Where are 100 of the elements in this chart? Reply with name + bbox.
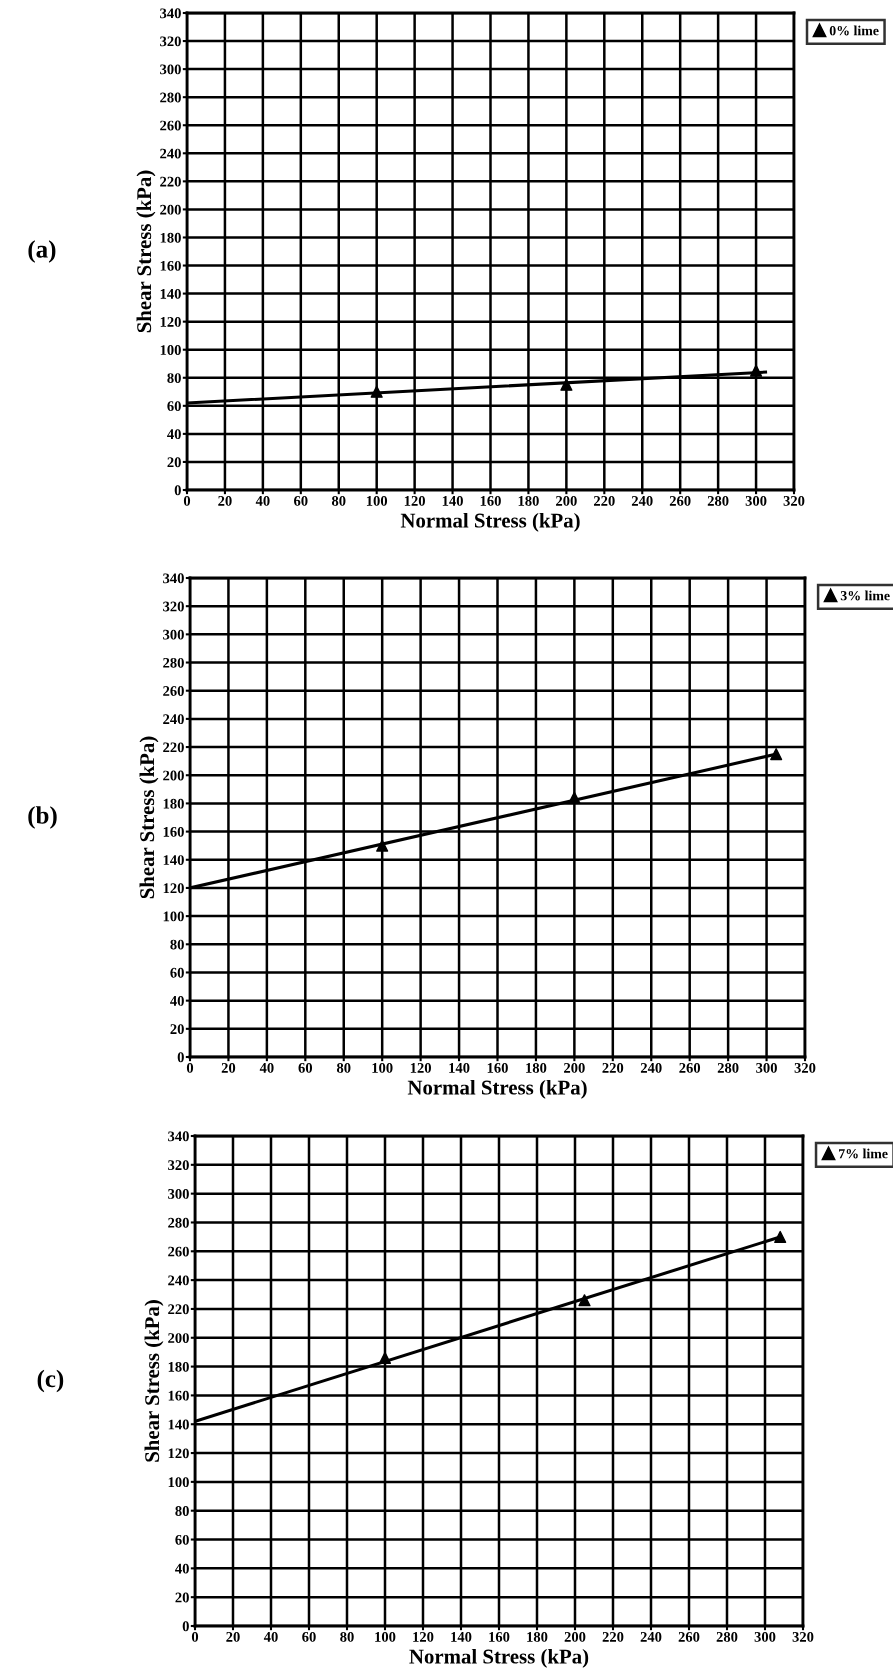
x-tick-label: 260	[678, 1631, 700, 1642]
y-tick-label: 20	[170, 1024, 184, 1035]
x-tick-label: 20	[221, 1062, 236, 1073]
y-tick-label: 160	[160, 260, 181, 271]
y-tick-label: 0	[182, 1621, 189, 1632]
x-tick-label: 240	[631, 495, 653, 506]
x-tick-label: 60	[302, 1631, 316, 1642]
x-tick-label: 280	[707, 495, 729, 506]
x-tick-label: 180	[518, 495, 539, 506]
x-tick-label: 160	[480, 495, 501, 506]
y-tick-label: 260	[160, 120, 181, 131]
legend-label: 0% lime	[829, 25, 879, 36]
y-tick-label: 320	[163, 601, 184, 612]
y-tick-label: 340	[160, 8, 181, 19]
x-tick-label: 220	[602, 1062, 624, 1073]
x-tick-label: 240	[640, 1631, 662, 1642]
x-tick-label: 200	[556, 495, 577, 506]
x-tick-label: 220	[593, 495, 615, 506]
x-tick-label: 80	[331, 495, 346, 506]
x-tick-label: 160	[489, 1631, 510, 1642]
y-axis-title: Shear Stress (kPa)	[136, 170, 156, 333]
text: (b)	[28, 806, 57, 829]
y-tick-label: 20	[167, 457, 181, 468]
y-tick-label: 100	[163, 911, 184, 922]
x-tick-label: 60	[294, 495, 308, 506]
y-tick-label: 120	[163, 883, 184, 894]
y-tick-label: 140	[168, 1419, 189, 1430]
text: (a)	[28, 240, 56, 263]
legend-label: 3% lime	[840, 590, 890, 601]
y-tick-label: 0	[177, 1052, 184, 1063]
y-tick-label: 40	[167, 429, 181, 440]
x-tick-label: 160	[487, 1062, 508, 1073]
point	[774, 1230, 787, 1243]
y-tick-label: 120	[160, 317, 181, 327]
x-tick-label: 320	[794, 1062, 816, 1073]
y-tick-label: 40	[170, 996, 184, 1006]
x-tick-label: 180	[527, 1631, 548, 1642]
x-tick-label: 300	[754, 1631, 776, 1642]
x-tick-label: 120	[404, 495, 426, 506]
y-tick-label: 200	[163, 770, 184, 781]
y-tick-label: 240	[168, 1275, 189, 1286]
x-tick-label: 320	[783, 495, 805, 506]
y-tick-label: 140	[163, 855, 184, 865]
x-tick-label: 300	[756, 1062, 777, 1073]
y-tick-label: 320	[160, 36, 181, 47]
text: (c)	[37, 1369, 64, 1393]
y-tick-label: 180	[163, 798, 184, 809]
y-axis-title: Shear Stress (kPa)	[144, 1300, 164, 1462]
point	[370, 385, 383, 398]
y-tick-label: 340	[168, 1131, 189, 1142]
y-tick-label: 300	[168, 1189, 189, 1199]
x-tick-label: 140	[442, 495, 463, 506]
y-tick-label: 260	[163, 686, 184, 696]
y-tick-label: 140	[160, 288, 181, 299]
y-tick-label: 200	[160, 204, 181, 215]
x-tick-label: 320	[792, 1631, 814, 1642]
x-tick-label: 180	[526, 1062, 547, 1073]
x-tick-label: 60	[298, 1062, 313, 1073]
x-tick-label: 40	[263, 1631, 278, 1642]
x-tick-label: 280	[716, 1631, 738, 1642]
y-tick-label: 260	[168, 1246, 189, 1257]
y-tick-label: 220	[163, 742, 184, 753]
y-tick-label: 100	[160, 345, 181, 355]
y-tick-label: 160	[163, 826, 184, 837]
y-tick-label: 60	[170, 967, 184, 978]
point	[376, 839, 389, 852]
y-tick-label: 240	[163, 714, 184, 725]
y-tick-label: 0	[174, 485, 181, 496]
y-tick-label: 60	[167, 401, 181, 412]
x-tick-label: 40	[255, 495, 270, 506]
y-tick-label: 200	[168, 1333, 189, 1343]
y-tick-label: 20	[175, 1592, 189, 1603]
x-tick-label: 0	[191, 1631, 199, 1642]
y-tick-label: 280	[163, 657, 184, 668]
y-tick-label: 100	[168, 1477, 189, 1488]
y-tick-label: 220	[160, 176, 181, 187]
point	[749, 364, 763, 377]
x-tick-label: 40	[259, 1062, 274, 1073]
point	[560, 378, 573, 391]
y-tick-label: 80	[167, 373, 181, 383]
x-tick-label: 120	[410, 1062, 432, 1073]
legend-label: 7% lime	[839, 1148, 888, 1159]
x-tick-label: 100	[366, 495, 388, 506]
x-tick-label: 20	[226, 1631, 240, 1642]
point	[770, 748, 783, 761]
y-tick-label: 80	[175, 1506, 189, 1516]
x-tick-label: 200	[564, 1631, 586, 1642]
x-tick-label: 220	[602, 1631, 624, 1642]
x-tick-label: 140	[451, 1631, 472, 1642]
y-tick-label: 300	[163, 629, 184, 640]
y-axis-title: Shear Stress (kPa)	[139, 736, 159, 899]
y-tick-label: 300	[160, 64, 181, 75]
y-tick-label: 240	[160, 148, 181, 159]
y-tick-label: 220	[168, 1304, 189, 1315]
y-tick-label: 180	[168, 1361, 189, 1372]
point	[568, 791, 581, 804]
y-tick-label: 60	[175, 1534, 189, 1545]
x-tick-label: 300	[745, 495, 767, 506]
x-axis-title: Normal Stress (kPa)	[409, 1648, 589, 1668]
x-tick-label: 280	[717, 1062, 739, 1073]
